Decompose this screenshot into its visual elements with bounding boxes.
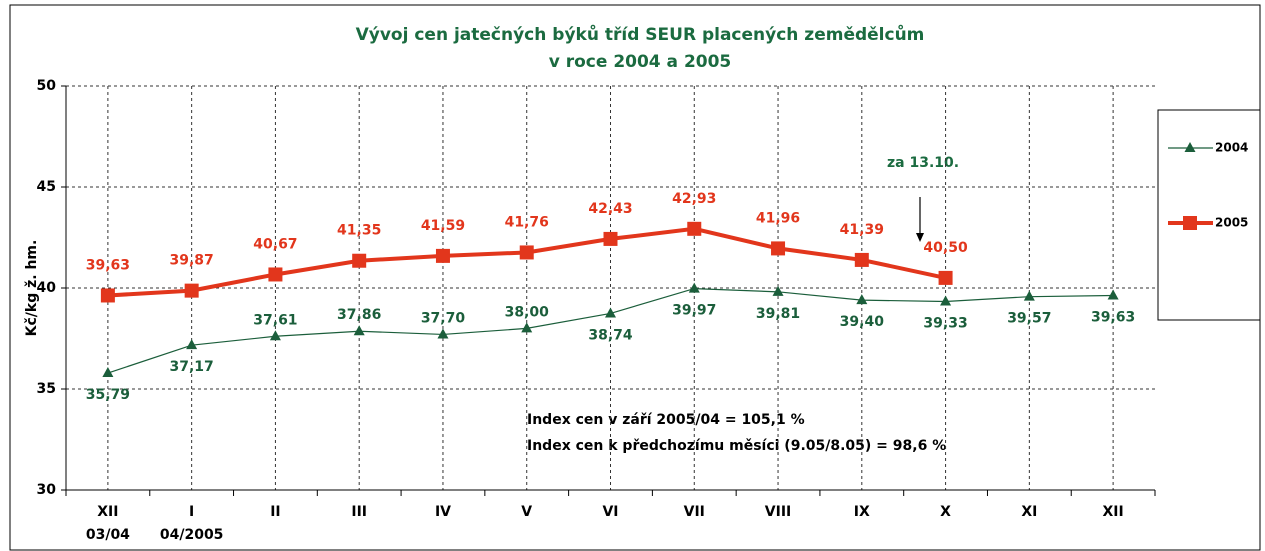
y-tick-label: 30 <box>37 482 57 498</box>
legend <box>1157 109 1261 321</box>
marker <box>1184 142 1196 152</box>
marker <box>856 294 868 305</box>
marker <box>1023 290 1035 301</box>
x-sublabel: 04/2005 <box>160 527 224 543</box>
data-label: 39,87 <box>170 253 214 269</box>
data-label: 37,86 <box>337 307 381 323</box>
data-label: 39,63 <box>86 257 130 273</box>
x-tick-label: XII <box>97 504 118 520</box>
marker <box>353 325 365 336</box>
data-label: 39,63 <box>1091 309 1135 325</box>
chart-frame <box>9 4 1261 551</box>
data-label: 41,39 <box>840 222 884 238</box>
annotation: Index cen k předchozímu měsíci (9.05/8.0… <box>527 438 946 454</box>
marker <box>437 328 449 339</box>
data-label: 40,67 <box>253 236 297 252</box>
marker <box>521 322 533 333</box>
marker <box>100 288 115 303</box>
y-tick-label: 50 <box>37 78 57 94</box>
chart-title: Vývoj cen jatečných býků tříd SEUR place… <box>356 23 925 45</box>
marker <box>519 245 534 260</box>
x-tick-label: IV <box>435 504 451 520</box>
marker <box>771 241 786 256</box>
data-label: 39,40 <box>840 314 885 330</box>
data-label: 39,33 <box>923 316 967 332</box>
x-sublabel: 03/04 <box>86 527 130 543</box>
chart-subtitle: v roce 2004 a 2005 <box>549 52 732 72</box>
annotation: za 13.10. <box>887 155 959 171</box>
data-label: 41,35 <box>337 223 381 239</box>
x-tick-label: VII <box>684 504 705 520</box>
data-label: 35,79 <box>86 387 130 403</box>
y-tick-label: 45 <box>37 179 56 195</box>
marker <box>352 253 367 268</box>
data-label: 39,81 <box>756 306 800 322</box>
data-label: 37,61 <box>253 312 297 328</box>
x-tick-label: VIII <box>765 504 791 520</box>
marker <box>268 267 283 282</box>
data-label: 42,43 <box>588 201 632 217</box>
marker <box>938 270 953 285</box>
marker <box>102 367 114 378</box>
data-label: 38,00 <box>505 304 550 320</box>
marker <box>435 248 450 263</box>
y-tick-label: 40 <box>37 280 57 296</box>
marker <box>605 307 616 318</box>
x-tick-label: I <box>189 504 194 520</box>
legend-label: 2005 <box>1215 216 1248 230</box>
annotation: Index cen v září 2005/04 = 105,1 % <box>527 412 805 428</box>
legend-label: 2004 <box>1215 141 1248 155</box>
y-tick-label: 35 <box>37 381 56 397</box>
data-label: 41,96 <box>756 210 800 226</box>
x-tick-label: III <box>351 504 367 520</box>
marker <box>940 295 952 306</box>
x-tick-label: XI <box>1021 504 1037 520</box>
x-tick-label: II <box>270 504 280 520</box>
data-label: 41,76 <box>505 214 549 230</box>
data-label: 42,93 <box>672 191 716 207</box>
x-tick-label: IX <box>854 504 870 520</box>
arrow-head <box>916 233 924 242</box>
y-axis-label: Kč/kg ž. hm. <box>24 240 40 337</box>
x-tick-label: VI <box>602 504 618 520</box>
data-label: 37,17 <box>170 359 214 375</box>
marker <box>687 221 702 236</box>
x-tick-label: V <box>521 504 532 520</box>
marker <box>186 339 198 350</box>
data-label: 38,74 <box>588 327 633 343</box>
data-label: 41,59 <box>421 218 465 234</box>
marker <box>772 285 784 296</box>
marker <box>269 330 281 341</box>
marker <box>184 283 199 298</box>
data-label: 39,97 <box>672 303 716 319</box>
marker <box>688 282 700 293</box>
x-tick-label: X <box>940 504 951 520</box>
marker <box>1107 289 1119 300</box>
marker <box>854 252 869 267</box>
x-tick-label: XII <box>1103 504 1124 520</box>
marker <box>1183 216 1197 230</box>
marker <box>603 231 618 246</box>
data-label: 40,50 <box>923 240 968 256</box>
data-label: 39,57 <box>1007 311 1051 327</box>
data-label: 37,70 <box>421 310 466 326</box>
